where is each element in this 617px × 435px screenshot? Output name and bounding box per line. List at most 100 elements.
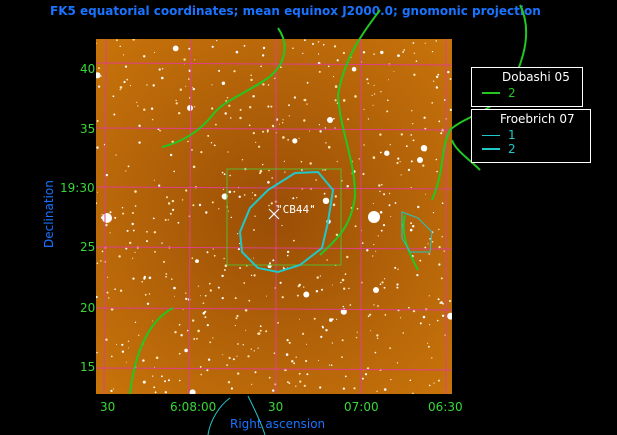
star [175,99,177,102]
star [403,49,406,51]
star [193,338,196,340]
star [402,332,405,334]
star [298,372,301,375]
star [146,230,148,233]
star [173,286,176,290]
star [413,73,416,77]
star [187,140,189,143]
star [343,287,346,290]
star [159,129,161,132]
star [199,366,202,368]
star [408,306,410,309]
star [325,142,327,144]
star [380,229,383,232]
star [379,283,382,286]
star [97,191,99,193]
star [115,154,117,156]
star [267,84,270,86]
star [271,177,274,179]
x-tick: 07:00 [344,400,379,414]
star [237,247,240,251]
star [393,71,395,73]
star [303,99,306,101]
star [153,51,156,54]
star [315,179,317,181]
star [126,78,129,81]
star [319,130,322,133]
star [132,229,135,232]
star [431,241,434,243]
star [154,251,156,253]
star [221,193,228,200]
star [381,183,383,186]
star [282,122,284,124]
star [161,242,163,244]
star [292,197,295,200]
star [297,285,300,288]
star [272,259,275,262]
star [293,362,295,365]
legend-item-label: 1 [508,128,516,142]
star [213,254,216,257]
star [410,222,412,225]
star [419,322,422,325]
star [146,84,148,86]
bright-star [368,211,380,223]
star [211,45,214,48]
star [228,190,232,194]
star [317,41,320,43]
star [185,189,188,192]
star [377,305,379,307]
star [260,65,262,68]
star [433,382,435,384]
star [134,205,137,207]
star [280,66,282,69]
star [313,317,316,320]
star [323,192,326,195]
star [235,50,239,54]
legend-item: 2 [482,86,516,100]
star [215,123,217,126]
star [138,141,141,144]
star [309,162,312,165]
star [379,133,382,136]
star [114,288,116,291]
star [440,277,443,280]
star [322,169,324,171]
star [287,139,289,141]
star [230,216,232,219]
dobashi-contours [129,4,528,395]
star [411,110,413,112]
star [371,94,373,96]
star [119,86,123,89]
x-tick: 6:08:00 [170,400,217,414]
star [341,278,345,282]
star [299,380,302,383]
star [386,110,389,113]
star [349,304,352,306]
star [112,388,114,390]
star [396,161,399,165]
star [192,87,195,91]
star [138,124,141,128]
star [259,325,262,328]
star [128,347,130,349]
x-tick: 06:30 [428,400,463,414]
star [441,314,445,317]
star [380,91,382,93]
star [375,250,377,252]
star [241,159,244,161]
star [208,282,211,285]
star [334,85,338,88]
star [333,117,335,120]
star [383,193,386,196]
star [218,69,221,72]
star [306,81,309,84]
star [295,385,297,387]
star [436,319,439,322]
star [96,295,98,299]
star [435,158,438,161]
star [105,173,109,177]
star [152,217,155,220]
